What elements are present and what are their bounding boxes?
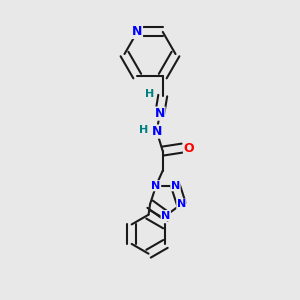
Text: N: N: [152, 181, 161, 191]
Text: N: N: [171, 181, 180, 191]
Text: N: N: [152, 125, 162, 138]
Text: O: O: [184, 142, 194, 154]
Text: H: H: [145, 89, 154, 99]
Text: N: N: [177, 199, 186, 209]
Text: N: N: [132, 26, 142, 38]
Text: N: N: [161, 211, 170, 220]
Text: N: N: [154, 107, 165, 120]
Text: H: H: [139, 125, 148, 135]
